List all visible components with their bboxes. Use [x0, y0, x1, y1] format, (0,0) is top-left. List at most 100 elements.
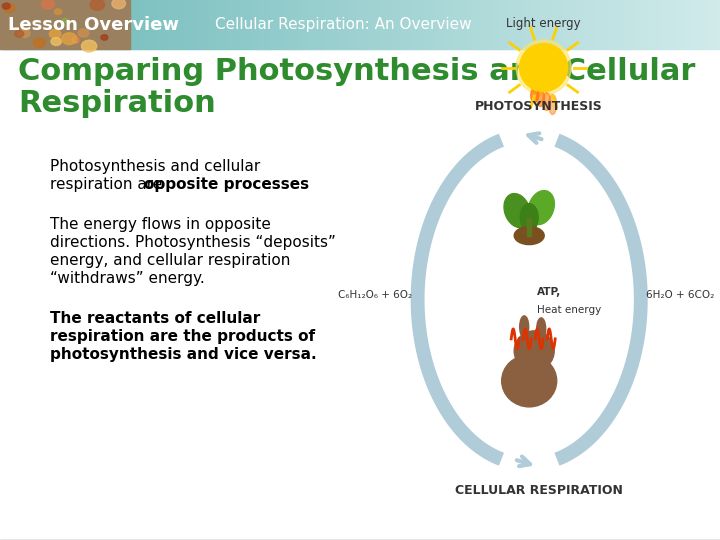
Bar [205, 0, 210, 49]
Bar [328, 0, 332, 49]
Text: Light energy: Light energy [506, 17, 581, 30]
Ellipse shape [101, 35, 108, 40]
Bar [374, 0, 379, 49]
Text: The reactants of cellular: The reactants of cellular [50, 311, 260, 326]
Text: ATP,: ATP, [537, 287, 562, 296]
Bar [551, 0, 555, 49]
Bar [652, 0, 656, 49]
Bar [227, 0, 231, 49]
Bar [353, 0, 357, 49]
Bar [29, 0, 33, 49]
Text: photosynthesis and vice versa.: photosynthesis and vice versa. [50, 347, 317, 362]
Bar [97, 0, 102, 49]
Bar [259, 0, 264, 49]
Ellipse shape [528, 191, 554, 225]
Bar [295, 0, 300, 49]
Bar [324, 0, 328, 49]
Bar [86, 0, 91, 49]
Bar [144, 0, 148, 49]
Bar [572, 0, 577, 49]
Bar [140, 0, 145, 49]
Bar [137, 0, 141, 49]
Bar [526, 0, 530, 49]
Ellipse shape [55, 9, 62, 15]
Text: Cellular Respiration: An Overview: Cellular Respiration: An Overview [215, 17, 472, 32]
Bar [385, 0, 390, 49]
Ellipse shape [543, 92, 551, 111]
Bar [79, 0, 84, 49]
Text: The energy flows in opposite: The energy flows in opposite [50, 217, 271, 232]
Bar [486, 0, 490, 49]
Bar [410, 0, 415, 49]
Bar [702, 0, 706, 49]
Bar [713, 0, 717, 49]
Ellipse shape [73, 37, 80, 42]
Bar [425, 0, 429, 49]
Bar [533, 0, 537, 49]
Bar [616, 0, 620, 49]
Bar [612, 0, 616, 49]
Bar [209, 0, 213, 49]
Bar [367, 0, 372, 49]
Bar [673, 0, 678, 49]
Bar [680, 0, 685, 49]
Bar [662, 0, 667, 49]
Bar [0, 0, 130, 49]
Ellipse shape [42, 0, 55, 9]
Bar [626, 0, 631, 49]
Bar [317, 0, 321, 49]
Bar [32, 0, 37, 49]
Ellipse shape [81, 40, 96, 52]
Bar [151, 0, 156, 49]
Bar [281, 0, 285, 49]
Bar [443, 0, 447, 49]
Circle shape [520, 44, 567, 91]
Ellipse shape [90, 0, 104, 10]
Text: C₆H₁₂O₆ + 6O₂: C₆H₁₂O₆ + 6O₂ [338, 289, 413, 300]
Ellipse shape [78, 29, 89, 37]
Bar [558, 0, 562, 49]
Bar [580, 0, 584, 49]
Bar [212, 0, 217, 49]
Ellipse shape [4, 4, 15, 12]
Bar [310, 0, 314, 49]
Bar [115, 0, 120, 49]
Bar [418, 0, 422, 49]
Bar [684, 0, 688, 49]
Bar [454, 0, 458, 49]
Bar [25, 0, 30, 49]
Bar [162, 0, 166, 49]
Ellipse shape [63, 18, 68, 23]
Text: Photosynthesis and cellular: Photosynthesis and cellular [50, 159, 260, 174]
Bar [576, 0, 580, 49]
Bar [648, 0, 652, 49]
Bar [284, 0, 289, 49]
Bar [252, 0, 256, 49]
Text: opposite processes: opposite processes [145, 177, 310, 192]
Ellipse shape [520, 316, 528, 338]
Bar [594, 0, 598, 49]
Bar [544, 0, 548, 49]
Bar [292, 0, 296, 49]
Bar [630, 0, 634, 49]
Bar [392, 0, 397, 49]
Bar [101, 0, 105, 49]
Bar [637, 0, 642, 49]
Text: Heat energy: Heat energy [537, 305, 601, 315]
Bar [695, 0, 699, 49]
Circle shape [514, 331, 554, 371]
Bar [508, 0, 512, 49]
Bar [72, 0, 76, 49]
Bar [277, 0, 282, 49]
Bar [248, 0, 253, 49]
Bar [241, 0, 246, 49]
Ellipse shape [531, 89, 539, 103]
Bar [148, 0, 152, 49]
Bar [569, 0, 573, 49]
Bar [400, 0, 404, 49]
Bar [176, 0, 181, 49]
Bar [504, 0, 508, 49]
Bar [36, 0, 40, 49]
Bar [396, 0, 400, 49]
Bar [198, 0, 202, 49]
